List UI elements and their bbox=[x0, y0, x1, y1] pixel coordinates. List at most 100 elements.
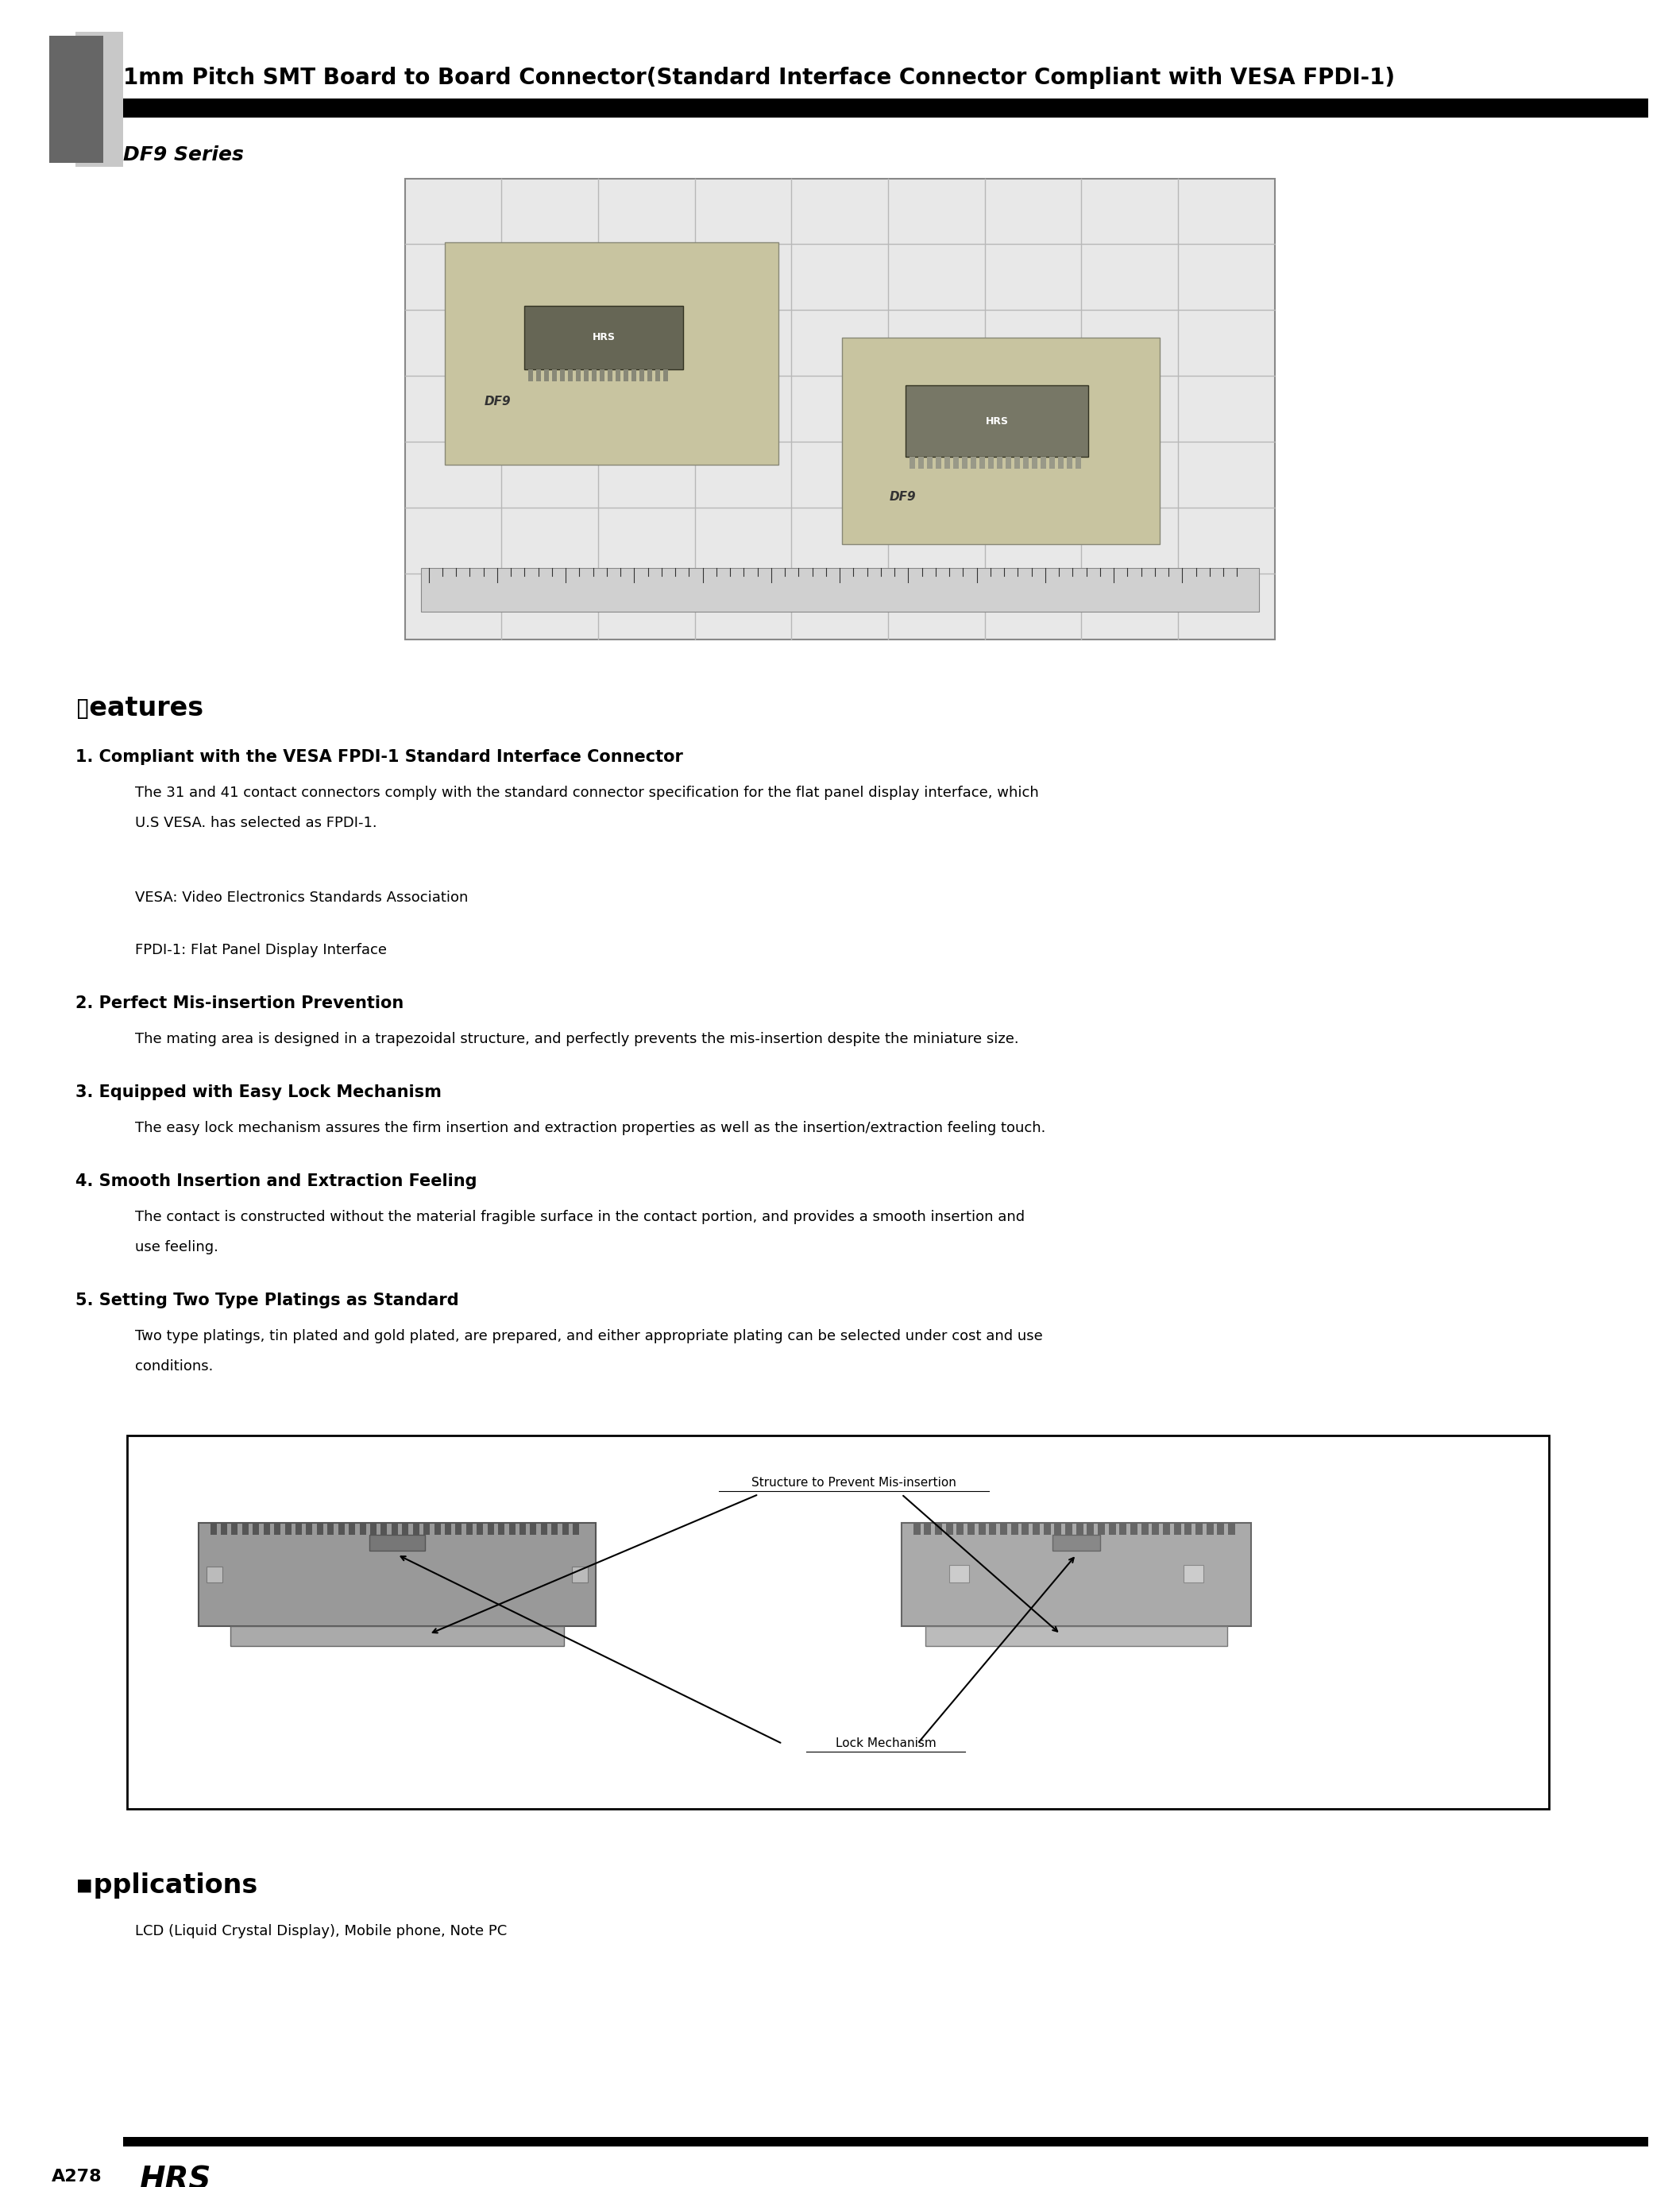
Bar bbox=[647, 370, 652, 381]
Bar bbox=[1065, 1522, 1072, 1535]
Bar bbox=[926, 1627, 1226, 1647]
Bar bbox=[286, 1522, 292, 1535]
Bar bbox=[370, 1522, 376, 1535]
Bar bbox=[1067, 457, 1072, 468]
Bar bbox=[615, 370, 620, 381]
Bar bbox=[509, 1522, 516, 1535]
Text: ▪pplications: ▪pplications bbox=[76, 1872, 257, 1898]
Text: 3. Equipped with Easy Lock Mechanism: 3. Equipped with Easy Lock Mechanism bbox=[76, 1085, 442, 1100]
Bar bbox=[949, 1566, 969, 1583]
Bar bbox=[1174, 1522, 1181, 1535]
Bar bbox=[573, 1522, 580, 1535]
Bar bbox=[1015, 457, 1020, 468]
Bar bbox=[232, 1522, 237, 1535]
Bar bbox=[591, 370, 596, 381]
Bar bbox=[963, 457, 968, 468]
Text: U.S VESA. has selected as FPDI-1.: U.S VESA. has selected as FPDI-1. bbox=[134, 816, 376, 831]
Bar bbox=[1053, 1522, 1062, 1535]
Bar bbox=[906, 385, 1089, 457]
Text: The mating area is designed in a trapezoidal structure, and perfectly prevents t: The mating area is designed in a trapezo… bbox=[134, 1032, 1018, 1045]
Bar bbox=[990, 1522, 996, 1535]
Bar bbox=[207, 1566, 222, 1583]
Bar bbox=[956, 1522, 964, 1535]
Bar bbox=[487, 1522, 494, 1535]
Bar bbox=[445, 1522, 452, 1535]
Bar bbox=[528, 370, 533, 381]
Bar bbox=[524, 306, 684, 370]
Text: 1mm Pitch SMT Board to Board Connector(Standard Interface Connector Compliant wi: 1mm Pitch SMT Board to Board Connector(S… bbox=[123, 68, 1394, 90]
Bar bbox=[924, 1522, 931, 1535]
Bar bbox=[1228, 1522, 1235, 1535]
Bar bbox=[541, 1522, 548, 1535]
Bar bbox=[600, 370, 605, 381]
Bar bbox=[1183, 1566, 1203, 1583]
Bar bbox=[274, 1522, 281, 1535]
Bar bbox=[1000, 1522, 1008, 1535]
Text: 2. Perfect Mis-insertion Prevention: 2. Perfect Mis-insertion Prevention bbox=[76, 995, 403, 1010]
Bar bbox=[1011, 1522, 1018, 1535]
Bar bbox=[1152, 1522, 1159, 1535]
Bar bbox=[936, 457, 941, 468]
Bar bbox=[664, 370, 669, 381]
Bar bbox=[553, 370, 556, 381]
Text: The 31 and 41 contact connectors comply with the standard connector specificatio: The 31 and 41 contact connectors comply … bbox=[134, 785, 1038, 800]
Text: HRS: HRS bbox=[986, 416, 1008, 426]
Bar bbox=[1206, 1522, 1213, 1535]
Text: HRS: HRS bbox=[591, 332, 615, 343]
Bar bbox=[360, 1522, 366, 1535]
Bar bbox=[413, 1522, 420, 1535]
Bar bbox=[536, 370, 541, 381]
Bar bbox=[1184, 1522, 1191, 1535]
Bar bbox=[519, 1522, 526, 1535]
Bar bbox=[349, 1522, 354, 1535]
Text: Structure to Prevent Mis-insertion: Structure to Prevent Mis-insertion bbox=[751, 1476, 956, 1489]
Text: A278: A278 bbox=[52, 2170, 102, 2185]
Bar bbox=[252, 1522, 259, 1535]
Bar bbox=[946, 1522, 953, 1535]
Text: LCD (Liquid Crystal Display), Mobile phone, Note PC: LCD (Liquid Crystal Display), Mobile pho… bbox=[134, 1925, 507, 1938]
Bar bbox=[1006, 457, 1011, 468]
Bar bbox=[1050, 457, 1055, 468]
Bar bbox=[445, 243, 778, 464]
Bar bbox=[1141, 1522, 1149, 1535]
Bar bbox=[1058, 457, 1063, 468]
Bar bbox=[576, 370, 581, 381]
Polygon shape bbox=[49, 35, 102, 59]
Bar bbox=[296, 1522, 302, 1535]
Bar bbox=[971, 457, 976, 468]
Bar bbox=[1097, 1522, 1105, 1535]
Bar bbox=[477, 1522, 482, 1535]
Bar bbox=[264, 1522, 270, 1535]
Bar bbox=[391, 1522, 398, 1535]
Bar bbox=[1131, 1522, 1137, 1535]
Bar bbox=[49, 35, 102, 162]
Bar bbox=[380, 1522, 386, 1535]
Polygon shape bbox=[49, 44, 102, 162]
Bar bbox=[1216, 1522, 1225, 1535]
Bar bbox=[405, 179, 1275, 639]
Text: conditions.: conditions. bbox=[134, 1360, 213, 1373]
Bar bbox=[198, 1522, 596, 1627]
Text: use feeling.: use feeling. bbox=[134, 1240, 218, 1255]
Bar bbox=[1087, 1522, 1094, 1535]
Bar bbox=[370, 1535, 425, 1551]
Bar bbox=[914, 1522, 921, 1535]
Bar bbox=[1032, 457, 1037, 468]
Bar bbox=[936, 1522, 942, 1535]
Bar bbox=[435, 1522, 440, 1535]
Bar bbox=[563, 1522, 570, 1535]
Bar bbox=[123, 2137, 1648, 2145]
Bar bbox=[842, 337, 1159, 545]
Bar bbox=[1033, 1522, 1040, 1535]
Bar bbox=[230, 1627, 564, 1647]
Bar bbox=[919, 457, 924, 468]
Bar bbox=[632, 370, 637, 381]
Bar bbox=[1196, 1522, 1203, 1535]
Bar bbox=[568, 370, 573, 381]
Text: DF9 Series: DF9 Series bbox=[123, 144, 244, 164]
Text: ▯eatures: ▯eatures bbox=[76, 695, 205, 722]
Bar bbox=[979, 1522, 986, 1535]
Bar bbox=[1119, 1522, 1126, 1535]
Text: FPDI-1: Flat Panel Display Interface: FPDI-1: Flat Panel Display Interface bbox=[134, 943, 386, 958]
Bar bbox=[467, 1522, 472, 1535]
